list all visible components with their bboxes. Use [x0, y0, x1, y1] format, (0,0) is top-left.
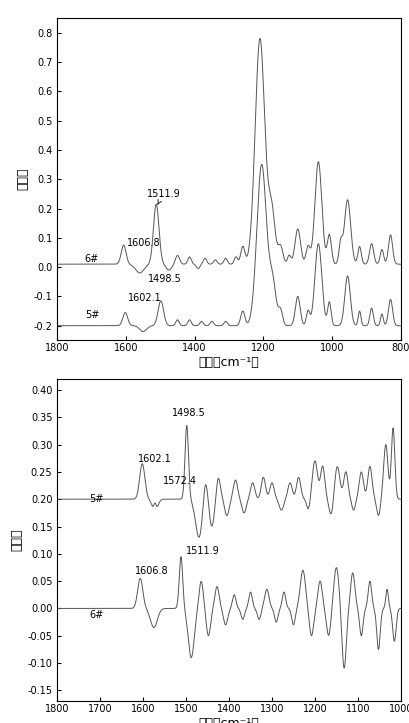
- Text: (a): (a): [220, 411, 238, 424]
- Text: 1498.5: 1498.5: [148, 274, 181, 283]
- X-axis label: 波数（cm⁻¹）: 波数（cm⁻¹）: [199, 356, 259, 369]
- Text: 6#: 6#: [90, 610, 104, 620]
- Text: 1511.9: 1511.9: [146, 189, 180, 204]
- Y-axis label: 吸光度: 吸光度: [16, 168, 29, 190]
- X-axis label: 波数（cm⁻¹）: 波数（cm⁻¹）: [199, 717, 259, 723]
- Text: 5#: 5#: [85, 310, 99, 320]
- Text: 1602.1: 1602.1: [138, 454, 172, 464]
- Text: 6#: 6#: [85, 254, 99, 264]
- Text: 1606.8: 1606.8: [135, 566, 169, 576]
- Text: 1572.4: 1572.4: [163, 476, 197, 486]
- Text: 1602.1: 1602.1: [128, 293, 162, 303]
- Y-axis label: 吸光度: 吸光度: [10, 529, 23, 552]
- Text: 5#: 5#: [90, 494, 104, 504]
- Text: 1498.5: 1498.5: [172, 408, 206, 418]
- Text: 1511.9: 1511.9: [186, 546, 220, 556]
- Text: 1606.8: 1606.8: [127, 238, 160, 248]
